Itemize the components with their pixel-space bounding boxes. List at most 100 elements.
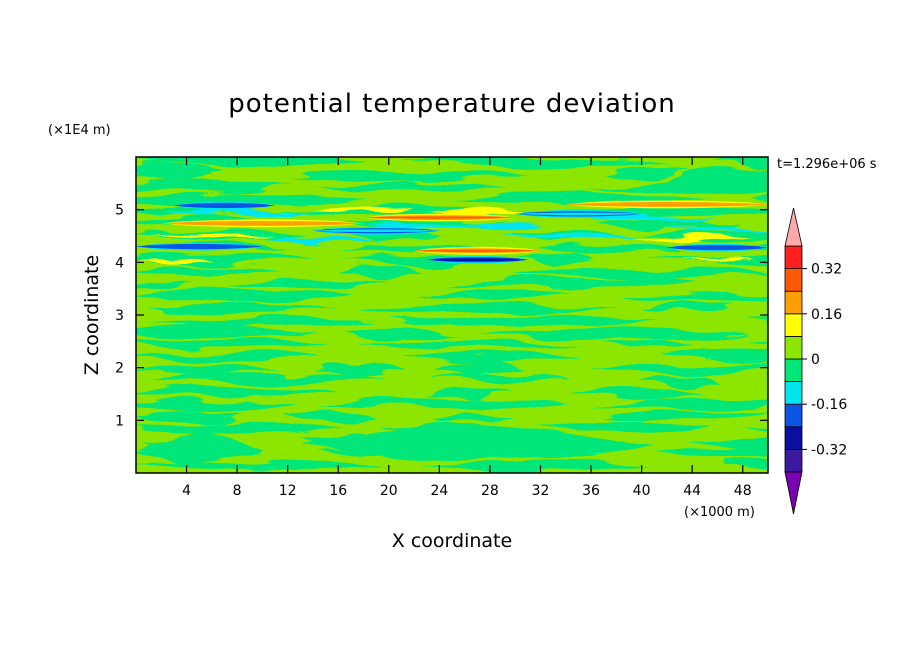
contour-layer (136, 337, 334, 349)
y-tick-label: 5 (115, 203, 124, 219)
colorbar-label: 0.32 (811, 262, 842, 278)
contour-layer (413, 287, 569, 301)
x-tick-label: 48 (734, 483, 752, 499)
contour-layer (224, 278, 393, 290)
colorbar-overflow-arrow (784, 207, 803, 247)
contour-region (136, 162, 225, 179)
contour-layer (316, 396, 566, 410)
contour-layer (620, 291, 768, 303)
contour-layer (403, 157, 670, 169)
contour-layer (339, 266, 422, 281)
x-tick-label: 36 (582, 483, 600, 499)
x-tick-label: 4 (182, 483, 191, 499)
contour-layer (284, 409, 374, 424)
contour-cyan (565, 214, 718, 221)
contour-layer (751, 197, 768, 202)
contour-region (136, 434, 263, 464)
contour-layer (638, 375, 717, 388)
x-unit-label: (×1000 m) (684, 505, 755, 520)
contour-layer (419, 460, 650, 473)
contour-layer (432, 361, 523, 375)
contour-region (300, 426, 655, 461)
x-tick-label: 32 (532, 483, 550, 499)
contour-band (666, 246, 768, 249)
contour-layer (654, 445, 768, 459)
contour-layer (661, 350, 768, 363)
contour-layer (147, 315, 374, 327)
contour-layer (136, 351, 325, 363)
contour-band (161, 222, 364, 225)
contour-layer (288, 169, 529, 183)
contour-layer (389, 315, 660, 326)
contour-yellow (313, 206, 415, 213)
contour-layer (599, 409, 768, 422)
contour-yellow (629, 235, 756, 242)
y-axis-ticks: 1 2 3 4 5 (115, 203, 768, 429)
contour-layer (136, 397, 298, 412)
contour-layer (136, 324, 318, 338)
contour-layer (722, 460, 768, 471)
plot-area (135, 156, 769, 474)
colorbar-bin (784, 290, 803, 315)
contour-layer (741, 317, 768, 321)
contour-region (666, 167, 768, 195)
contour-layer (536, 242, 682, 254)
x-tick-label: 12 (279, 483, 297, 499)
contour-layer (430, 374, 568, 384)
contour-layer (136, 192, 368, 206)
contour-layer (741, 426, 768, 432)
colorbar-bin (784, 426, 803, 450)
contour-layer (136, 266, 284, 279)
colorbar-underflow-arrow (784, 471, 803, 515)
contour-layer (430, 412, 514, 424)
contour-cyan (489, 232, 642, 240)
colorbar-label: 0 (811, 352, 820, 368)
contour-layer (313, 363, 408, 378)
contour-layer (536, 420, 716, 432)
contour-layer (136, 179, 295, 192)
contour-layer (400, 351, 582, 364)
contour-layer (475, 325, 748, 340)
y-tick-label: 1 (115, 413, 124, 429)
contour-layer (585, 397, 768, 411)
contour-band (173, 204, 275, 207)
colorbar-bin (784, 268, 803, 292)
contour-layer (136, 410, 247, 424)
y-unit-label: (×1E4 m) (48, 123, 111, 138)
contour-yellow (679, 257, 756, 263)
contour-layer (509, 267, 768, 281)
colorbar-bin (784, 403, 803, 428)
contour-layer (139, 421, 345, 435)
contour-band (313, 229, 440, 233)
time-label: t=1.296e+06 s (777, 157, 877, 172)
contour-layer (136, 386, 340, 399)
x-tick-label: 28 (481, 483, 499, 499)
contour-layer (317, 181, 509, 193)
x-tick-label: 20 (380, 483, 398, 499)
contour-layer (442, 276, 699, 290)
contour-layer (587, 363, 768, 375)
colorbar-bin (784, 313, 803, 337)
y-tick-label: 4 (115, 255, 124, 271)
colorbar: 0.32 0.16 0 -0.16 -0.32 (784, 207, 847, 515)
contour-layer (603, 167, 693, 181)
contour-cyan (666, 226, 768, 233)
contour-layer (715, 157, 768, 168)
colorbar-bin (784, 448, 803, 473)
contour-layer (569, 387, 702, 400)
chart-title: potential temperature deviation (228, 89, 675, 119)
contour-layer (136, 280, 196, 291)
contour-layer (601, 337, 694, 349)
y-axis-label: Z coordinate (81, 255, 103, 375)
contour-layer (595, 216, 741, 230)
contour-layer (356, 302, 621, 314)
contour-band (136, 245, 263, 248)
contour-layer (146, 302, 337, 314)
contour-layer (422, 386, 516, 400)
contour-layer (352, 338, 581, 350)
x-tick-label: 24 (430, 483, 448, 499)
colorbar-label: 0.16 (811, 307, 842, 323)
colorbar-bin (784, 335, 803, 360)
contour-yellow (148, 233, 275, 239)
contour-band (414, 249, 541, 252)
